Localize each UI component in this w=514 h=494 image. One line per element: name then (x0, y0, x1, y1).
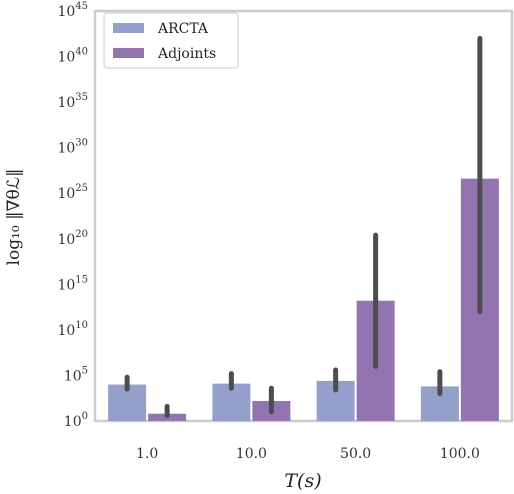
y-tick-label-5: 105 (64, 365, 88, 384)
x-tick-label-10.0: 10.0 (236, 446, 267, 462)
y-tick-label-35: 1035 (57, 92, 88, 111)
legend-label-arcta: ARCTA (157, 21, 209, 37)
y-axis-title: log₁₀ ‖∇θℒ‖ (4, 169, 24, 266)
plot-frame (93, 9, 514, 423)
y-tick-label-20: 1020 (57, 229, 88, 248)
legend: ARCTA Adjoints (103, 12, 239, 69)
x-axis-title: T(s) (284, 470, 321, 492)
legend-label-adjoints: Adjoints (157, 46, 216, 62)
legend-swatch-adjoints (113, 48, 144, 58)
x-tick-label-50.0: 50.0 (340, 446, 371, 462)
legend-swatch-arcta (113, 23, 144, 33)
y-tick-label-0: 100 (64, 411, 88, 430)
y-tick-label-10: 1010 (57, 320, 88, 339)
y-tick-label-45: 1045 (57, 1, 88, 20)
y-tick-label-30: 1030 (57, 138, 88, 157)
y-tick-label-15: 1015 (57, 274, 88, 293)
x-tick-label-1.0: 1.0 (136, 446, 158, 462)
y-tick-label-25: 1025 (57, 183, 88, 202)
x-tick-label-100.0: 100.0 (440, 446, 480, 462)
y-tick-label-40: 1040 (57, 47, 88, 66)
